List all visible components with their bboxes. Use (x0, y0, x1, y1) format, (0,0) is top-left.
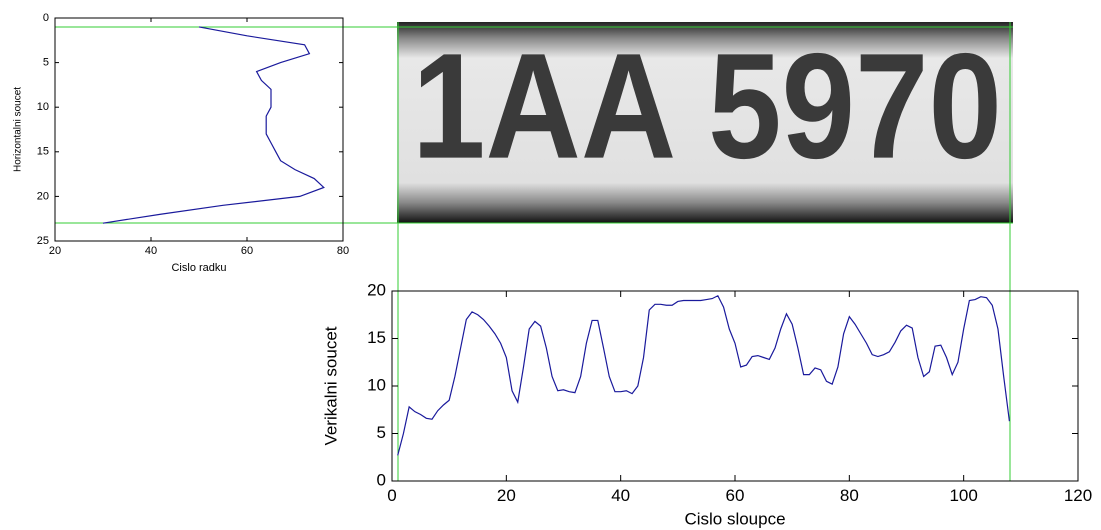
y-tick-label: 15 (367, 328, 386, 347)
x-tick-label: 40 (145, 245, 157, 257)
guide-lines (55, 22, 1013, 481)
x-tick-label: 80 (840, 486, 859, 505)
x-axis-label: Cislo radku (171, 262, 226, 274)
x-tick-label: 100 (949, 486, 977, 505)
y-tick-label: 0 (377, 470, 386, 489)
plot-frame (391, 290, 1079, 482)
y-tick-label: 20 (37, 190, 49, 202)
x-tick-label: 120 (1064, 486, 1092, 505)
x-tick-label: 80 (337, 245, 349, 257)
x-tick-label: 40 (611, 486, 630, 505)
x-tick-label: 20 (497, 486, 516, 505)
y-tick-label: 0 (43, 12, 49, 24)
y-tick-label: 10 (367, 375, 386, 394)
x-tick-label: 0 (387, 486, 396, 505)
y-axis-label: Horizontalni soucet (13, 87, 24, 172)
x-axis-label: Cislo sloupce (684, 509, 785, 528)
data-line (397, 294, 1010, 456)
plate-image: 1AA 5970 (397, 22, 1013, 223)
y-tick-label: 25 (37, 235, 49, 247)
y-axis-label: Verikalni soucet (321, 326, 340, 445)
plate-background (397, 22, 1013, 223)
data-line (102, 26, 325, 224)
y-tick-label: 10 (37, 101, 49, 113)
y-tick-label: 5 (43, 57, 49, 69)
y-tick-label: 5 (377, 423, 386, 442)
y-tick-label: 15 (37, 146, 49, 158)
x-tick-label: 60 (726, 486, 745, 505)
x-tick-label: 20 (49, 245, 61, 257)
y-tick-label: 20 (367, 280, 386, 299)
x-tick-label: 60 (241, 245, 253, 257)
plate-text: 1AA 5970 (412, 22, 1002, 190)
plot-frame (54, 17, 344, 242)
